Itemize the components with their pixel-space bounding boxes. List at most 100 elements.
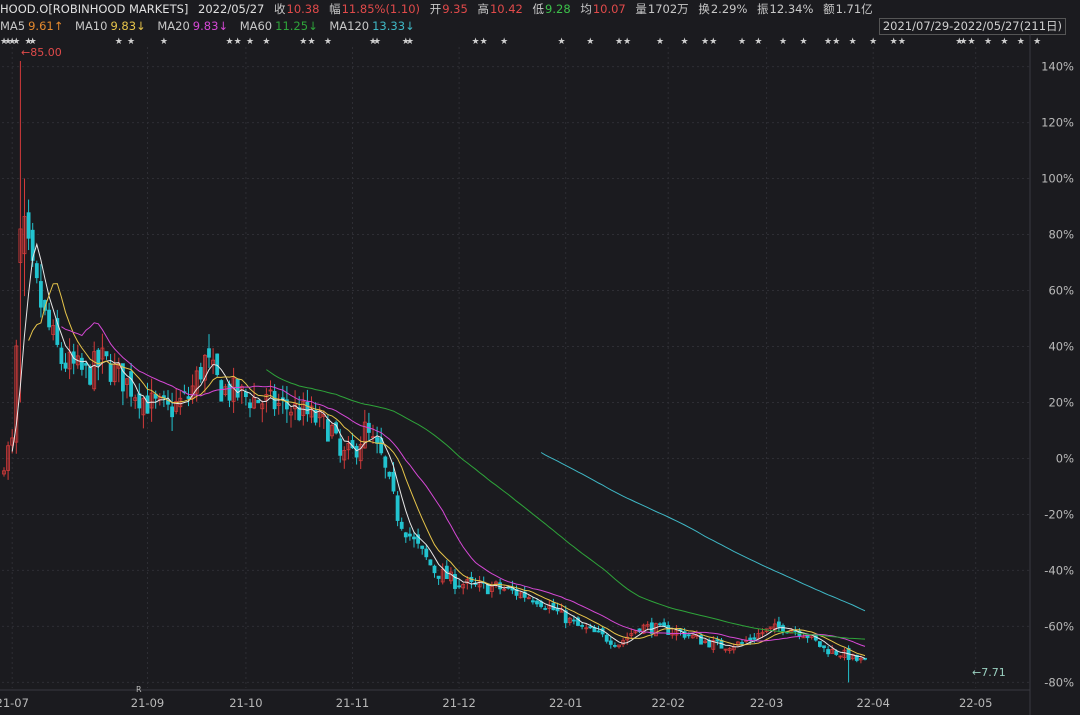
- candle-up: [727, 648, 732, 651]
- candle-up: [141, 398, 146, 416]
- candle-down: [666, 625, 671, 635]
- event-star-icon[interactable]: ★: [4, 37, 12, 47]
- candle-down: [383, 456, 388, 468]
- event-star-icon[interactable]: ★: [115, 37, 123, 47]
- avg-label: 均: [580, 2, 592, 16]
- event-star-icon[interactable]: ★: [299, 37, 307, 47]
- candle-up: [641, 624, 646, 634]
- candle-down: [403, 532, 408, 538]
- event-star-icon[interactable]: ★: [500, 37, 508, 47]
- symbol-name[interactable]: HOOD.O[ROBINHOOD MARKETS]: [0, 2, 189, 16]
- candle-down: [576, 617, 580, 626]
- open-label: 开: [429, 2, 442, 16]
- candle-up: [22, 216, 27, 255]
- candle-down: [748, 637, 753, 641]
- candle-up: [18, 228, 23, 263]
- event-star-icon[interactable]: ★: [1017, 37, 1025, 47]
- event-star-icon[interactable]: ★: [955, 37, 963, 47]
- candle-up: [629, 633, 634, 636]
- ma5-label: MA5: [0, 19, 26, 33]
- event-star-icon[interactable]: ★: [681, 37, 689, 47]
- candle-down: [596, 630, 601, 633]
- event-star-icon[interactable]: ★: [984, 37, 992, 47]
- event-star-icon[interactable]: ★: [623, 37, 631, 47]
- candle-down: [781, 625, 785, 632]
- event-star-icon[interactable]: ★: [709, 37, 717, 47]
- event-star-icon[interactable]: ★: [738, 37, 746, 47]
- candle-up: [559, 609, 564, 613]
- high-price-marker: ←85.00: [21, 46, 62, 59]
- candle-up: [518, 592, 523, 599]
- event-star-icon[interactable]: ★: [225, 37, 233, 47]
- avg-value: 10.07: [592, 2, 626, 16]
- candle-down: [354, 445, 359, 458]
- event-star-icon[interactable]: ★: [160, 37, 168, 47]
- event-star-icon[interactable]: ★: [373, 37, 381, 47]
- event-star-icon[interactable]: ★: [471, 37, 479, 47]
- event-star-icon[interactable]: ★: [890, 37, 898, 47]
- x-tick-label: 22-02: [651, 696, 684, 710]
- candle-up: [346, 442, 351, 451]
- event-star-icon[interactable]: ★: [869, 37, 877, 47]
- ma60-value: 11.25↓: [275, 19, 318, 33]
- event-star-icon[interactable]: ★: [1033, 37, 1041, 47]
- amplitude-value: 12.34%: [769, 2, 814, 16]
- event-star-icon[interactable]: ★: [234, 37, 242, 47]
- y-tick-label: 120%: [1041, 116, 1074, 130]
- turnover-label: 换: [698, 2, 710, 16]
- ma-legend: MA5 9.61↑ MA10 9.83↓ MA20 9.83↓ MA60 11.25↓ …: [0, 18, 1080, 34]
- event-star-icon[interactable]: ★: [959, 37, 967, 47]
- x-tick-label: 22-03: [750, 696, 783, 710]
- event-star-icon[interactable]: ★: [127, 37, 135, 47]
- event-star-icon[interactable]: ★: [307, 37, 315, 47]
- event-star-icon[interactable]: ★: [480, 37, 488, 47]
- candle-down: [588, 626, 593, 629]
- candle-down: [129, 371, 134, 397]
- event-star-icon[interactable]: ★: [262, 37, 270, 47]
- event-star-icon[interactable]: ★: [0, 37, 8, 47]
- event-star-icon[interactable]: ★: [849, 37, 857, 47]
- candle-down: [834, 650, 839, 655]
- event-star-icon[interactable]: ★: [898, 37, 906, 47]
- candle-down: [121, 363, 125, 392]
- event-star-icon[interactable]: ★: [1000, 37, 1008, 47]
- candle-up: [567, 617, 572, 623]
- event-star-icon[interactable]: ★: [615, 37, 623, 47]
- event-star-icon[interactable]: ★: [406, 37, 414, 47]
- candle-down: [243, 391, 248, 398]
- event-star-icon[interactable]: ★: [246, 37, 254, 47]
- x-tick-label: 21-10: [229, 696, 262, 710]
- candle-up: [149, 392, 154, 409]
- event-star-icon[interactable]: ★: [558, 37, 566, 47]
- event-star-icon[interactable]: ★: [968, 37, 976, 47]
- event-star-icon[interactable]: ★: [824, 37, 832, 47]
- date-range-selector[interactable]: 2021/07/29-2022/05/27(211日): [878, 18, 1066, 35]
- candle-up: [850, 653, 855, 660]
- amount-label: 额: [823, 2, 835, 16]
- event-star-icon[interactable]: ★: [324, 37, 332, 47]
- event-star-icon[interactable]: ★: [8, 37, 16, 47]
- event-star-icon[interactable]: ★: [799, 37, 807, 47]
- event-star-icon[interactable]: ★: [832, 37, 840, 47]
- event-star-icon[interactable]: ★: [12, 37, 20, 47]
- event-star-icon[interactable]: ★: [779, 37, 787, 47]
- candle-up: [526, 597, 531, 600]
- candle-down: [822, 645, 826, 649]
- event-star-icon[interactable]: ★: [754, 37, 762, 47]
- event-star-icon[interactable]: ★: [25, 37, 33, 47]
- candle-down: [613, 645, 617, 647]
- candle-down: [604, 634, 609, 642]
- candle-up: [440, 568, 445, 583]
- y-tick-label: 80%: [1048, 228, 1074, 242]
- candle-down: [436, 575, 441, 579]
- y-tick-label: 140%: [1041, 60, 1074, 74]
- event-star-icon[interactable]: ★: [29, 37, 37, 47]
- event-star-icon[interactable]: ★: [369, 37, 377, 47]
- change-value: 11.85%(1.10): [341, 2, 421, 16]
- candle-up: [6, 445, 10, 471]
- event-star-icon[interactable]: ★: [701, 37, 709, 47]
- event-star-icon[interactable]: ★: [402, 37, 410, 47]
- event-star-icon[interactable]: ★: [656, 37, 664, 47]
- event-star-icon[interactable]: ★: [586, 37, 594, 47]
